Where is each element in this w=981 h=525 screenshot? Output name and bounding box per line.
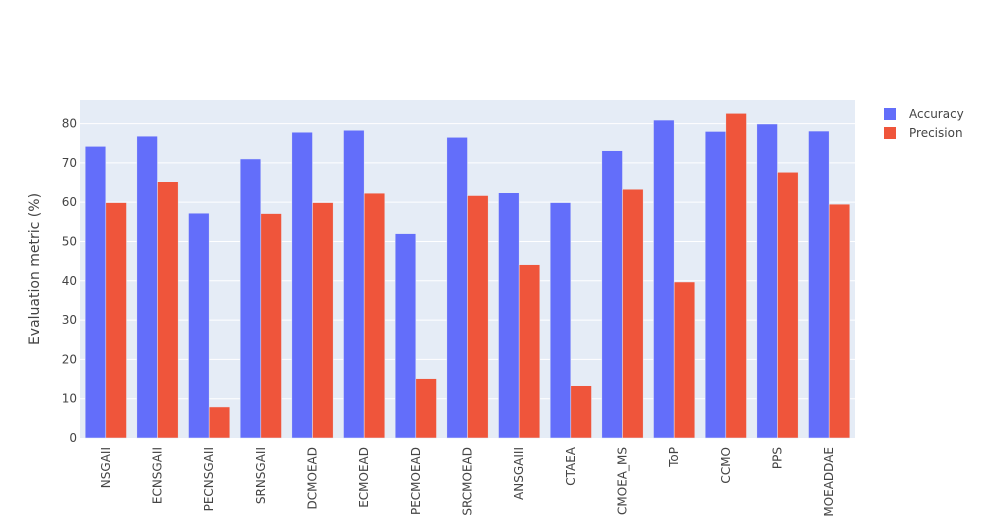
bar-accuracy[interactable] — [653, 119, 675, 439]
y-tick-label: 10 — [62, 392, 77, 406]
bar-accuracy[interactable] — [136, 135, 158, 439]
y-tick-label: 0 — [69, 431, 77, 445]
x-tick-label: ECNSGAII — [151, 447, 165, 504]
bar-precision[interactable] — [157, 181, 179, 439]
bar-accuracy[interactable] — [704, 131, 727, 439]
bar-accuracy[interactable] — [549, 202, 572, 439]
x-tick-label: CCMO — [719, 447, 733, 484]
x-tick-label: PPS — [771, 447, 785, 469]
bar-precision[interactable] — [260, 213, 282, 439]
y-axis-ticks: 0 10 20 30 40 50 60 70 80 — [62, 117, 77, 445]
bar-precision[interactable] — [518, 264, 541, 439]
bar-precision[interactable] — [415, 378, 437, 439]
bar-accuracy[interactable] — [601, 150, 623, 439]
bar-accuracy[interactable] — [84, 146, 107, 439]
bar-accuracy[interactable] — [808, 130, 830, 439]
bar-accuracy[interactable] — [394, 233, 417, 439]
x-axis-ticks: NSGAII ECNSGAII PECNSGAII SRNSGAII DCMOEAD EC… — [99, 446, 836, 516]
x-tick-label: ToP — [667, 447, 681, 468]
bar-precision[interactable] — [725, 113, 747, 439]
bar-precision[interactable] — [828, 203, 851, 439]
bar-precision[interactable] — [105, 202, 127, 439]
bar-accuracy[interactable] — [756, 123, 778, 439]
bar-accuracy[interactable] — [446, 137, 468, 439]
x-tick-label: NSGAII — [99, 447, 113, 488]
bar-precision[interactable] — [570, 385, 592, 439]
bar-accuracy[interactable] — [498, 192, 520, 439]
legend-swatch-precision[interactable] — [884, 127, 896, 139]
bar-accuracy[interactable] — [343, 130, 365, 439]
y-tick-label: 60 — [62, 195, 77, 209]
x-tick-label: PECNSGAII — [202, 447, 216, 511]
y-tick-label: 30 — [62, 313, 77, 327]
bar-accuracy[interactable] — [188, 212, 210, 439]
legend-swatch-accuracy[interactable] — [884, 108, 896, 120]
y-tick-label: 80 — [62, 117, 77, 131]
x-tick-label: CMOEA_MS — [616, 447, 630, 515]
bar-precision[interactable] — [622, 188, 644, 439]
legend[interactable]: Accuracy Precision — [884, 107, 964, 140]
bar-precision[interactable] — [673, 281, 696, 439]
x-tick-label: MOEADDAE — [822, 447, 836, 517]
legend-label-accuracy[interactable]: Accuracy — [909, 107, 964, 121]
y-tick-label: 40 — [62, 274, 77, 288]
y-tick-label: 50 — [62, 234, 77, 248]
y-axis-title: Evaluation metric (%) — [27, 193, 43, 345]
legend-label-precision[interactable]: Precision — [909, 126, 963, 140]
x-tick-label: SRCMOEAD — [461, 447, 475, 516]
x-tick-label: PECMOEAD — [409, 447, 423, 515]
x-tick-label: CTAEA — [564, 446, 578, 486]
x-tick-label: ECMOEAD — [357, 447, 371, 508]
x-tick-label: DCMOEAD — [306, 447, 320, 509]
bar-precision[interactable] — [363, 192, 386, 439]
bar-precision[interactable] — [777, 172, 799, 439]
x-tick-label: ANSGAIII — [512, 447, 526, 500]
bar-accuracy[interactable] — [239, 158, 262, 439]
bar-precision[interactable] — [312, 202, 334, 439]
y-tick-label: 70 — [62, 156, 77, 170]
bar-accuracy[interactable] — [291, 131, 313, 439]
bars — [84, 113, 851, 439]
bar-precision[interactable] — [208, 406, 231, 439]
x-tick-label: SRNSGAII — [254, 447, 268, 504]
y-tick-label: 20 — [62, 352, 77, 366]
bar-precision[interactable] — [467, 195, 489, 439]
